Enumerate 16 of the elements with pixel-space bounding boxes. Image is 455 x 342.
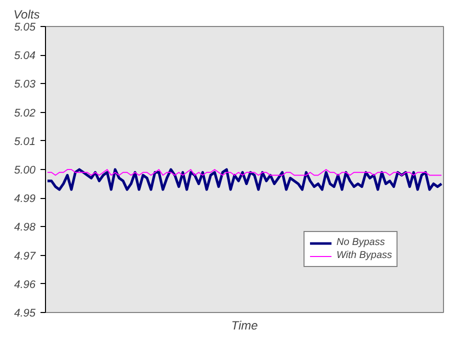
y-axis-title: Volts: [14, 8, 40, 22]
y-tick-label: 5.01: [14, 136, 36, 148]
y-tick-label: 4.96: [14, 278, 36, 291]
y-tick-label: 4.97: [14, 250, 36, 262]
y-tick-label: 4.99: [14, 193, 36, 206]
y-tick-label: 5.00: [14, 164, 36, 176]
y-tick-label: 5.03: [14, 78, 36, 91]
x-axis-title: Time: [231, 318, 258, 332]
y-tick-label: 4.98: [14, 222, 36, 234]
y-tick-label: 5.05: [14, 22, 36, 34]
line-series: [46, 168, 443, 191]
y-tick-label: 5.02: [14, 107, 36, 120]
legend-label: With Bypass: [336, 250, 392, 261]
y-tick-label: 4.95: [14, 308, 36, 320]
legend-label: No Bypass: [336, 237, 385, 248]
y-tick-label: 5.04: [14, 50, 36, 62]
